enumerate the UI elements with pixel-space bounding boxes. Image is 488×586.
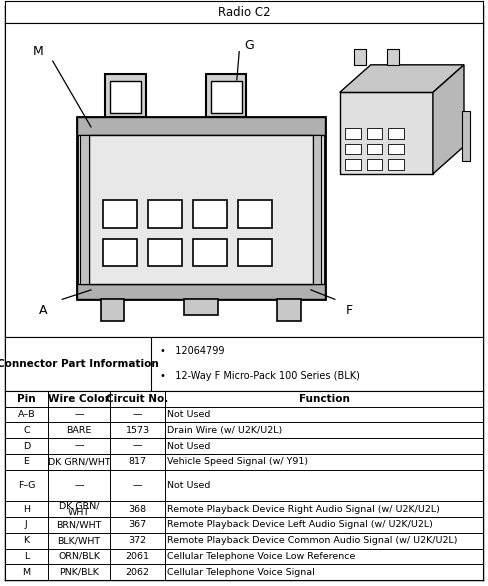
Text: BLK/WHT: BLK/WHT [58,536,101,545]
Text: DK GRN/: DK GRN/ [59,501,99,510]
Text: Vehicle Speed Signal (w/ Y91): Vehicle Speed Signal (w/ Y91) [167,457,308,466]
Text: Remote Playback Device Right Audio Signal (w/ U2K/U2L): Remote Playback Device Right Audio Signa… [167,505,440,514]
Text: Pin: Pin [17,394,36,404]
Text: —: — [133,481,142,490]
Text: BRN/WHT: BRN/WHT [56,520,102,529]
Text: E: E [23,457,29,466]
Text: DK GRN/WHT: DK GRN/WHT [48,457,110,466]
Text: —: — [74,410,84,419]
Bar [462,111,470,161]
Text: K: K [23,536,29,545]
Bar [367,128,382,139]
Bar [89,135,313,284]
Text: D: D [23,442,30,451]
Bar [278,299,302,321]
Bar [193,200,227,228]
Text: A: A [39,304,47,317]
Text: Cellular Telephone Voice Low Reference: Cellular Telephone Voice Low Reference [167,552,356,561]
Text: G: G [244,39,254,52]
Bar [77,117,325,135]
Text: Circuit No.: Circuit No. [106,394,169,404]
Bar [367,159,382,170]
Bar [81,135,89,284]
Text: Cellular Telephone Voice Signal: Cellular Telephone Voice Signal [167,568,315,577]
Bar [313,135,322,284]
Text: 372: 372 [128,536,147,545]
Text: •   12064799: • 12064799 [160,346,225,356]
Bar [103,239,137,267]
Bar [148,200,183,228]
Text: M: M [22,568,30,577]
Bar [77,118,325,299]
Text: 817: 817 [129,457,146,466]
Text: Radio C2: Radio C2 [218,5,270,19]
Bar [193,239,227,267]
Text: Function: Function [299,394,349,404]
Bar [238,239,272,267]
Bar [77,284,325,299]
Text: Not Used: Not Used [167,481,211,490]
Text: H: H [23,505,30,514]
Bar [103,200,137,228]
Text: F: F [346,304,353,317]
Text: BARE: BARE [66,426,92,435]
Text: —: — [74,481,84,490]
Text: Not Used: Not Used [167,442,211,451]
Text: M: M [33,45,44,58]
Bar [388,159,404,170]
Bar [340,93,433,174]
Text: Connector Part Information: Connector Part Information [0,359,159,369]
Polygon shape [433,65,464,174]
Text: F–G: F–G [18,481,35,490]
Text: PNK/BLK: PNK/BLK [59,568,99,577]
Bar [354,49,366,65]
Text: •   12-Way F Micro-Pack 100 Series (BLK): • 12-Way F Micro-Pack 100 Series (BLK) [160,371,360,381]
Text: Wire Color: Wire Color [48,394,110,404]
Bar [346,144,361,155]
Text: —: — [133,410,142,419]
Bar [388,128,404,139]
Text: 2062: 2062 [125,568,150,577]
Bar [387,49,400,65]
Bar [110,81,141,113]
Text: ORN/BLK: ORN/BLK [58,552,100,561]
Text: J: J [25,520,28,529]
Text: 367: 367 [128,520,147,529]
Bar [238,200,272,228]
Bar [184,299,218,315]
Text: 1573: 1573 [125,426,150,435]
Bar [210,81,242,113]
Text: 2061: 2061 [125,552,150,561]
Text: Not Used: Not Used [167,410,211,419]
Text: 368: 368 [128,505,147,514]
Bar [388,144,404,155]
Bar [148,239,183,267]
Text: —: — [133,442,142,451]
Bar [101,299,124,321]
Text: —: — [74,442,84,451]
Bar [346,128,361,139]
Bar [206,74,246,118]
Text: L: L [24,552,29,561]
Text: Drain Wire (w/ U2K/U2L): Drain Wire (w/ U2K/U2L) [167,426,283,435]
Bar [346,159,361,170]
Text: WHT: WHT [68,508,90,517]
Text: A–B: A–B [18,410,35,419]
Text: Remote Playback Device Common Audio Signal (w/ U2K/U2L): Remote Playback Device Common Audio Sign… [167,536,458,545]
Text: Remote Playback Device Left Audio Signal (w/ U2K/U2L): Remote Playback Device Left Audio Signal… [167,520,433,529]
Bar [367,144,382,155]
Polygon shape [340,65,464,93]
Text: C: C [23,426,30,435]
Bar [105,74,146,118]
